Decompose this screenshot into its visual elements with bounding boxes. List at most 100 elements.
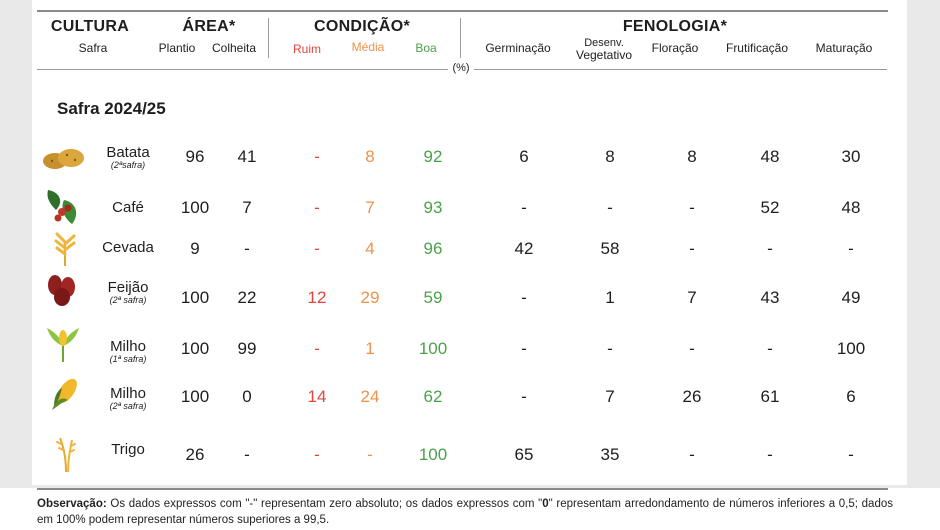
crop-name-cell: Café [112,200,144,215]
crop-name-cell: Trigo [111,442,145,457]
cell-frutificacao: - [767,239,773,258]
cell-media: - [367,445,373,464]
header-desenv-line2: Vegetativo [575,48,633,62]
cell-ruim: - [314,147,320,166]
crop-name: Cevada [102,239,154,256]
cell-germinacao: - [521,339,527,358]
wheat-icon [56,437,76,472]
cell-ruim: 14 [307,387,327,406]
cell-maturacao: 100 [836,339,866,358]
header-ruim: Ruim [292,42,322,56]
cell-ruim: - [314,239,320,258]
cell-colheita: - [244,239,250,258]
barley-icon [54,232,76,266]
cell-maturacao: - [848,445,854,464]
cell-plantio: 96 [185,147,205,166]
cell-floracao: - [689,339,695,358]
cell-colheita: 0 [242,387,252,406]
cell-floracao: 7 [687,288,697,307]
crop-name: Milho [110,385,146,402]
cell-frutificacao: - [767,339,773,358]
cell-boa: 100 [418,339,448,358]
header-floracao: Floração [651,41,699,55]
header-safra: Safra [78,41,108,55]
cell-floracao: 26 [682,387,702,406]
cell-boa: 100 [418,445,448,464]
cell-colheita: 41 [237,147,257,166]
cell-colheita: 99 [237,339,257,358]
crop-name-cell: Batata (2ªsafra) [106,145,149,170]
cell-desenv: - [607,339,613,358]
cell-germinacao: - [521,288,527,307]
cell-boa: 96 [423,239,443,258]
footer-area [0,488,940,530]
cell-ruim: - [314,445,320,464]
header-boa: Boa [415,41,437,55]
section-title: Safra 2024/25 [57,99,166,118]
crop-table-card [32,0,907,485]
cell-desenv: 8 [605,147,615,166]
header-divider-2 [460,18,461,58]
cell-boa: 62 [423,387,443,406]
cell-germinacao: 65 [514,445,534,464]
cell-desenv: - [607,198,613,217]
cell-plantio: 100 [180,339,210,358]
cell-germinacao: - [521,198,527,217]
footer-rule [37,488,888,490]
header-bottom-rule-right [474,69,887,70]
cell-media: 8 [365,147,375,166]
header-maturacao: Maturação [815,41,873,55]
cell-desenv: 58 [600,239,620,258]
footer-text: Os dados expressos com "-" representam z… [106,498,543,510]
cell-ruim: 12 [307,288,327,307]
crop-name-cell: Cevada [102,240,154,255]
cell-desenv: 35 [600,445,620,464]
header-cultura: CULTURA [50,18,130,35]
cell-media: 4 [365,239,375,258]
cell-desenv: 7 [605,387,615,406]
corn-plant-icon [47,328,79,362]
cell-plantio: 26 [185,445,205,464]
potato-icon [43,149,84,169]
crop-name-cell: Milho (2ª safra) [110,386,147,411]
header-area: ÁREA* [182,18,236,35]
cell-colheita: 22 [237,288,257,307]
header-fenologia: FENOLOGIA* [622,18,728,35]
cell-media: 7 [365,198,375,217]
crop-safra-note: (2ª safra) [109,295,147,305]
header-unit: (%) [452,62,470,74]
cell-plantio: 100 [180,198,210,217]
cell-maturacao: 6 [846,387,856,406]
cell-plantio: 9 [190,239,200,258]
cell-desenv: 1 [605,288,615,307]
cell-colheita: - [244,445,250,464]
header-divider-1 [268,18,269,58]
crop-name: Trigo [111,441,145,458]
header-colheita: Colheita [211,41,257,55]
cell-colheita: 7 [242,198,252,217]
cell-maturacao: 48 [841,198,861,217]
header-desenv-line1: Desenv. [584,37,624,49]
header-media: Média [351,40,385,54]
crop-name: Milho [110,338,146,355]
cell-media: 29 [360,288,380,307]
cell-maturacao: - [848,239,854,258]
header-desenv: Desenv. Vegetativo [576,37,632,61]
cell-floracao: 8 [687,147,697,166]
crop-safra-note: (1ª safra) [109,354,147,364]
cell-ruim: - [314,339,320,358]
footer-observation: Observação: Os dados expressos com "-" r… [37,496,893,528]
crop-safra-note: (2ª safra) [109,401,147,411]
cell-frutificacao: 61 [760,387,780,406]
crop-name: Batata [106,144,150,161]
header-top-rule [37,10,888,12]
header-frutificacao: Frutificação [725,41,789,55]
cell-germinacao: 42 [514,239,534,258]
cell-plantio: 100 [180,387,210,406]
crop-safra-note: (2ªsafra) [110,160,146,170]
cell-media: 24 [360,387,380,406]
cell-plantio: 100 [180,288,210,307]
crop-name-cell: Feijão (2ª safra) [108,280,149,305]
cell-media: 1 [365,339,375,358]
cell-germinacao: 6 [519,147,529,166]
